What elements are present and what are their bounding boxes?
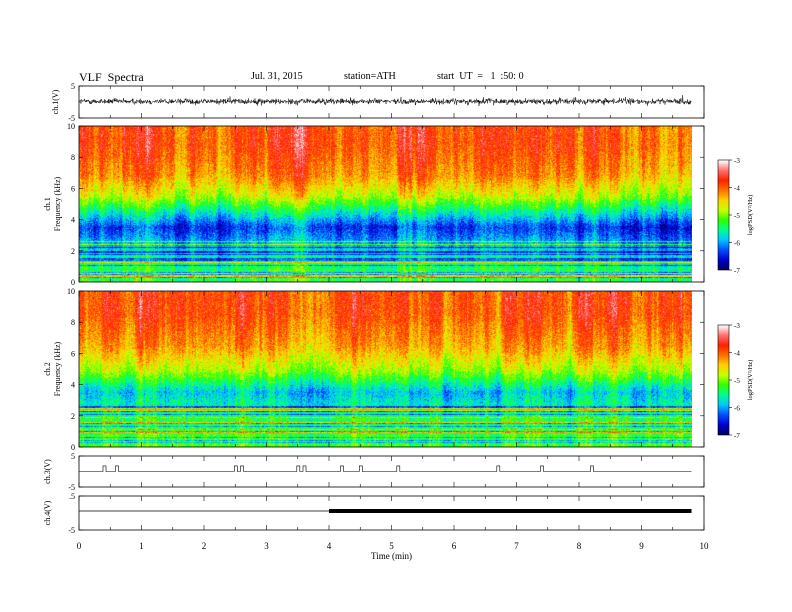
s1-ytick-label: 8 xyxy=(71,153,75,162)
x-tick-label: 2 xyxy=(202,541,207,551)
ch1-trace xyxy=(78,95,692,106)
waveform-traces xyxy=(78,95,692,513)
s2-ylabel-frequency: Frequency (kHz) xyxy=(53,341,62,396)
x-tick-label: 4 xyxy=(327,541,332,551)
s1-colorbar-label: logPSD(V²/Hz) xyxy=(747,195,754,236)
ch1-ylabel: ch.1(V) xyxy=(51,89,60,114)
s1-ytick-label: 6 xyxy=(71,184,75,193)
s1-colorbar-tick-label: -7 xyxy=(734,267,740,275)
s2-ytick-label: 8 xyxy=(71,318,75,327)
s2-colorbar xyxy=(718,325,729,435)
s2-colorbar-tick-label: -4 xyxy=(734,350,740,358)
s2-ytick-label: 2 xyxy=(71,412,75,421)
x-tick-label: 0 xyxy=(77,541,82,551)
s2-ytick-label: 10 xyxy=(67,287,75,296)
spectrogram-images xyxy=(79,126,729,447)
s1-ytick-label: 4 xyxy=(71,216,75,225)
ch4-ytick-label: .5 xyxy=(69,492,75,501)
s2-colorbar-tick-label: -6 xyxy=(734,405,740,413)
s1-ytick-label: 2 xyxy=(71,247,75,256)
x-tick-label: 9 xyxy=(639,541,644,551)
start-time-label: start UT = 1 :50: 0 xyxy=(437,71,524,82)
s1-ylabel-channel: ch.1 xyxy=(43,197,52,211)
s2-colorbar-tick-label: -7 xyxy=(734,432,740,440)
s2-ytick-label: 6 xyxy=(71,349,75,358)
ch1-ytick-label: 5 xyxy=(71,82,75,91)
station-label: station=ATH xyxy=(344,71,396,82)
s1-colorbar-tick-label: -4 xyxy=(734,185,740,193)
x-tick-label: 3 xyxy=(264,541,269,551)
ch3-ytick-label: 5 xyxy=(71,452,75,461)
s2-ylabel-channel: ch.2 xyxy=(43,362,52,376)
s2-ytick-label: 4 xyxy=(71,381,75,390)
x-tick-label: 1 xyxy=(139,541,144,551)
ch3-ytick-label: -5 xyxy=(68,483,75,492)
s2-ytick-label: 0 xyxy=(71,443,75,452)
s1-colorbar-tick-label: -3 xyxy=(734,157,740,165)
x-tick-label: 10 xyxy=(700,541,710,551)
x-axis-label: Time (min) xyxy=(371,551,412,561)
x-tick-label: 8 xyxy=(577,541,582,551)
x-tick-label: 5 xyxy=(389,541,394,551)
axis-labels: 5-5ch.1(V)-3-4-5-6-7logPSD(V²/Hz)0246810… xyxy=(43,82,754,561)
s1-ylabel-frequency: Frequency (kHz) xyxy=(53,176,62,231)
ch1-ytick-label: -5 xyxy=(68,114,75,123)
ch4-ylabel: ch.4(V) xyxy=(43,500,52,525)
plot-title: VLF Spectra xyxy=(79,70,144,84)
s1-ytick-label: 10 xyxy=(67,122,75,131)
ch3-ylabel: ch.3(V) xyxy=(43,459,52,484)
s1-image xyxy=(79,126,692,282)
s1-colorbar xyxy=(718,160,729,270)
s2-colorbar-label: logPSD(V²/Hz) xyxy=(747,360,754,401)
s1-ytick-label: 0 xyxy=(71,278,75,287)
x-tick-label: 6 xyxy=(452,541,457,551)
s2-colorbar-tick-label: -5 xyxy=(734,377,740,385)
s1-colorbar-tick-label: -5 xyxy=(734,212,740,220)
s1-colorbar-tick-label: -6 xyxy=(734,240,740,248)
x-tick-label: 7 xyxy=(514,541,519,551)
axes xyxy=(78,85,732,531)
date-label: Jul. 31, 2015 xyxy=(251,71,303,82)
s2-colorbar-tick-label: -3 xyxy=(734,322,740,330)
s2-image xyxy=(79,291,692,447)
ch4-ytick-label: -5 xyxy=(68,526,75,535)
ch3-trace xyxy=(79,465,692,472)
